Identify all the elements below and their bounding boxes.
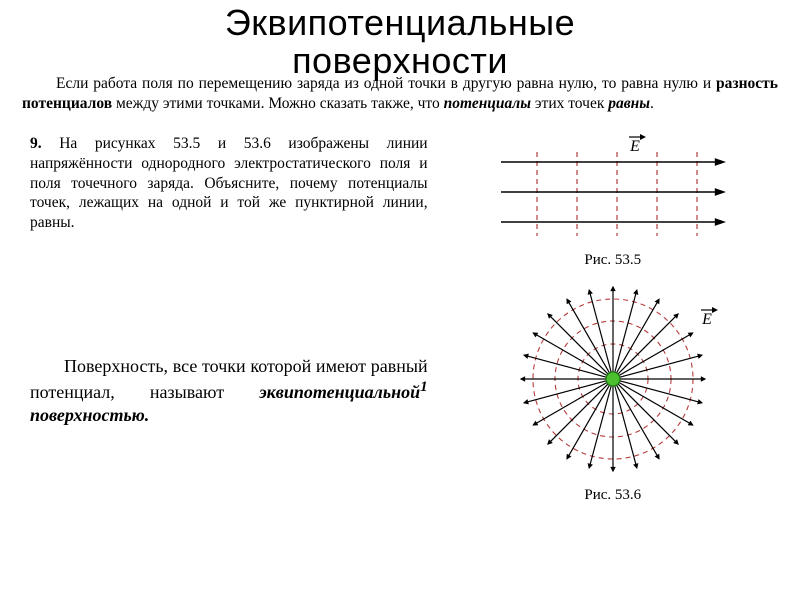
document-page: Эквипотенциальные поверхности Если работ…	[0, 0, 800, 600]
figure-uniform-field: E	[493, 134, 733, 244]
intro-text: Если работа поля по перемещению заряда и…	[56, 75, 716, 92]
definition-tail: поверхностью.	[30, 405, 149, 425]
task-row: 9. На рисунках 53.5 и 53.6 изображены ли…	[12, 134, 788, 269]
intro-bolditalic-2: равны	[608, 95, 650, 112]
definition-row: Поверхность, все точки которой имеют рав…	[12, 279, 788, 504]
definition-paragraph: Поверхность, все точки которой имеют рав…	[20, 355, 446, 427]
figure-radial-field: E	[493, 279, 733, 479]
title-line1: Эквипотенциальные	[225, 2, 575, 43]
intro-paragraph: Если работа поля по перемещению заряда и…	[12, 74, 788, 114]
svg-text:E: E	[629, 138, 640, 155]
intro-text: .	[650, 95, 654, 112]
task-text: На рисунках 53.5 и 53.6 изображены линии…	[30, 135, 428, 231]
definition-term: эквипотенциальной	[259, 382, 420, 402]
figure-uniform-column: E Рис. 53.5	[446, 134, 780, 269]
task-number: 9.	[30, 135, 42, 152]
definition-sup: 1	[420, 379, 428, 395]
intro-bolditalic-1: потенциалы	[444, 95, 531, 112]
intro-text: этих точек	[531, 95, 608, 112]
page-title: Эквипотенциальные поверхности	[12, 0, 788, 80]
figure-radial-caption: Рис. 53.6	[584, 487, 641, 504]
task-paragraph: 9. На рисунках 53.5 и 53.6 изображены ли…	[20, 134, 446, 233]
figure-uniform-caption: Рис. 53.5	[584, 252, 641, 269]
intro-text: между этими точками. Можно сказать также…	[112, 95, 444, 112]
svg-text:E: E	[701, 311, 712, 328]
figure-radial-column: E Рис. 53.6	[446, 279, 780, 504]
